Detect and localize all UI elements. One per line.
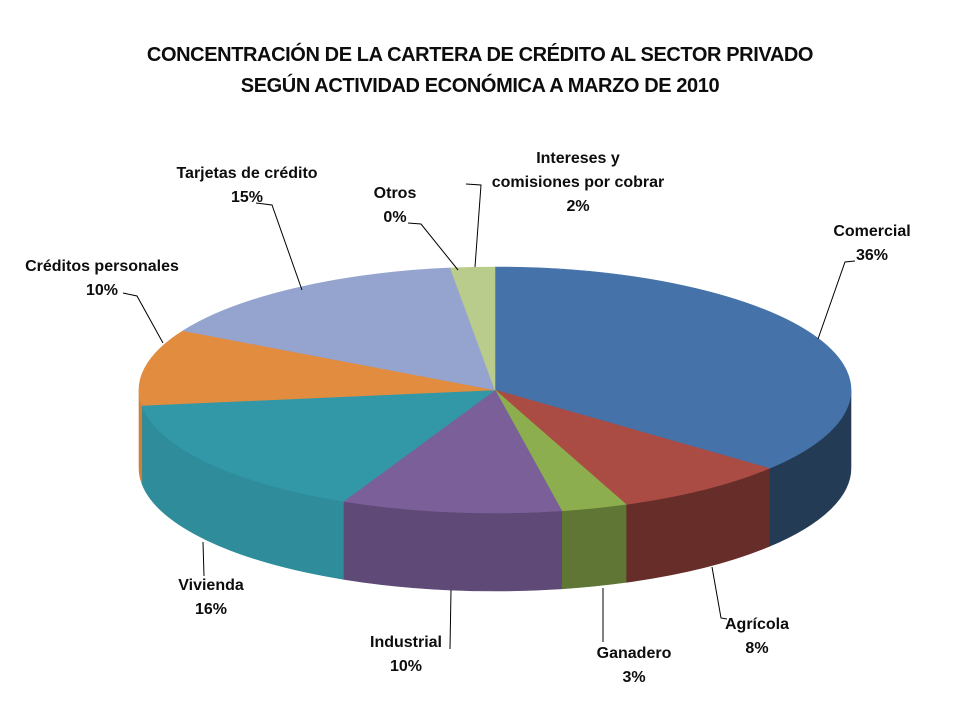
label-tarjetas-de-credito: Tarjetas de crédito 15% bbox=[176, 162, 317, 210]
label-agricola-name: Agrícola bbox=[724, 616, 790, 633]
label-otros-name: Otros bbox=[373, 185, 417, 202]
label-vivienda-name: Vivienda bbox=[178, 577, 244, 594]
chart-title-line2: SEGÚN ACTIVIDAD ECONÓMICA A MARZO DE 201… bbox=[240, 75, 720, 97]
label-agricola-pct: 8% bbox=[745, 640, 769, 657]
label-tarjetas-de-credito-name: Tarjetas de crédito bbox=[176, 165, 318, 182]
label-comercial-name: Comercial bbox=[833, 223, 911, 240]
leader-line-tarjetas-de-credito bbox=[255, 202, 303, 291]
leader-line-agricola bbox=[711, 566, 728, 620]
leader-line-comercial bbox=[817, 260, 856, 340]
label-ganadero-pct: 3% bbox=[622, 669, 646, 686]
pie-slice-industrial bbox=[342, 389, 563, 514]
label-creditos-personales-pct: 10% bbox=[85, 282, 119, 299]
chart-title: CONCENTRACIÓN DE LA CARTERA DE CRÉDITO A… bbox=[0, 40, 960, 102]
leader-line-vivienda bbox=[202, 541, 205, 577]
pie-slice-intereses bbox=[449, 266, 496, 391]
label-intereses: Intereses y comisiones por cobrar 2% bbox=[492, 147, 665, 219]
label-otros-pct: 0% bbox=[383, 209, 407, 226]
label-creditos-personales-name: Créditos personales bbox=[25, 258, 179, 275]
label-vivienda: Vivienda 16% bbox=[178, 574, 244, 622]
label-vivienda-pct: 16% bbox=[194, 601, 228, 618]
label-tarjetas-de-credito-pct: 15% bbox=[230, 189, 264, 206]
leader-line-intereses bbox=[465, 183, 482, 268]
pie-slice-tarjetas-de-credito bbox=[182, 267, 496, 391]
leader-line-otros bbox=[407, 222, 459, 271]
pie-slice-comercial bbox=[494, 266, 852, 469]
label-industrial-name: Industrial bbox=[369, 634, 443, 651]
pie-slice-agricola bbox=[494, 389, 771, 505]
label-industrial: Industrial 10% bbox=[370, 631, 442, 679]
label-otros: Otros 0% bbox=[374, 182, 417, 230]
chart-title-line1: CONCENTRACIÓN DE LA CARTERA DE CRÉDITO A… bbox=[146, 44, 814, 66]
label-creditos-personales: Créditos personales 10% bbox=[25, 255, 179, 303]
label-ganadero-name: Ganadero bbox=[596, 645, 672, 662]
label-ganadero: Ganadero 3% bbox=[597, 642, 672, 690]
pie-slice-wall-ganadero bbox=[561, 504, 627, 590]
label-intereses-name1: Intereses y bbox=[536, 150, 620, 167]
pie-slice-vivienda bbox=[141, 389, 496, 502]
leader-line-industrial bbox=[449, 589, 452, 650]
leader-line-creditos-personales bbox=[122, 292, 164, 344]
label-intereses-pct: 2% bbox=[566, 198, 590, 215]
label-comercial-pct: 36% bbox=[855, 247, 889, 264]
pie-slice-creditos-personales bbox=[138, 330, 496, 406]
label-intereses-name2: comisiones por cobrar bbox=[491, 174, 665, 191]
label-comercial: Comercial 36% bbox=[833, 220, 910, 268]
pie-slice-wall-industrial bbox=[343, 500, 563, 592]
label-agricola: Agrícola 8% bbox=[725, 613, 789, 661]
label-industrial-pct: 10% bbox=[389, 658, 423, 675]
